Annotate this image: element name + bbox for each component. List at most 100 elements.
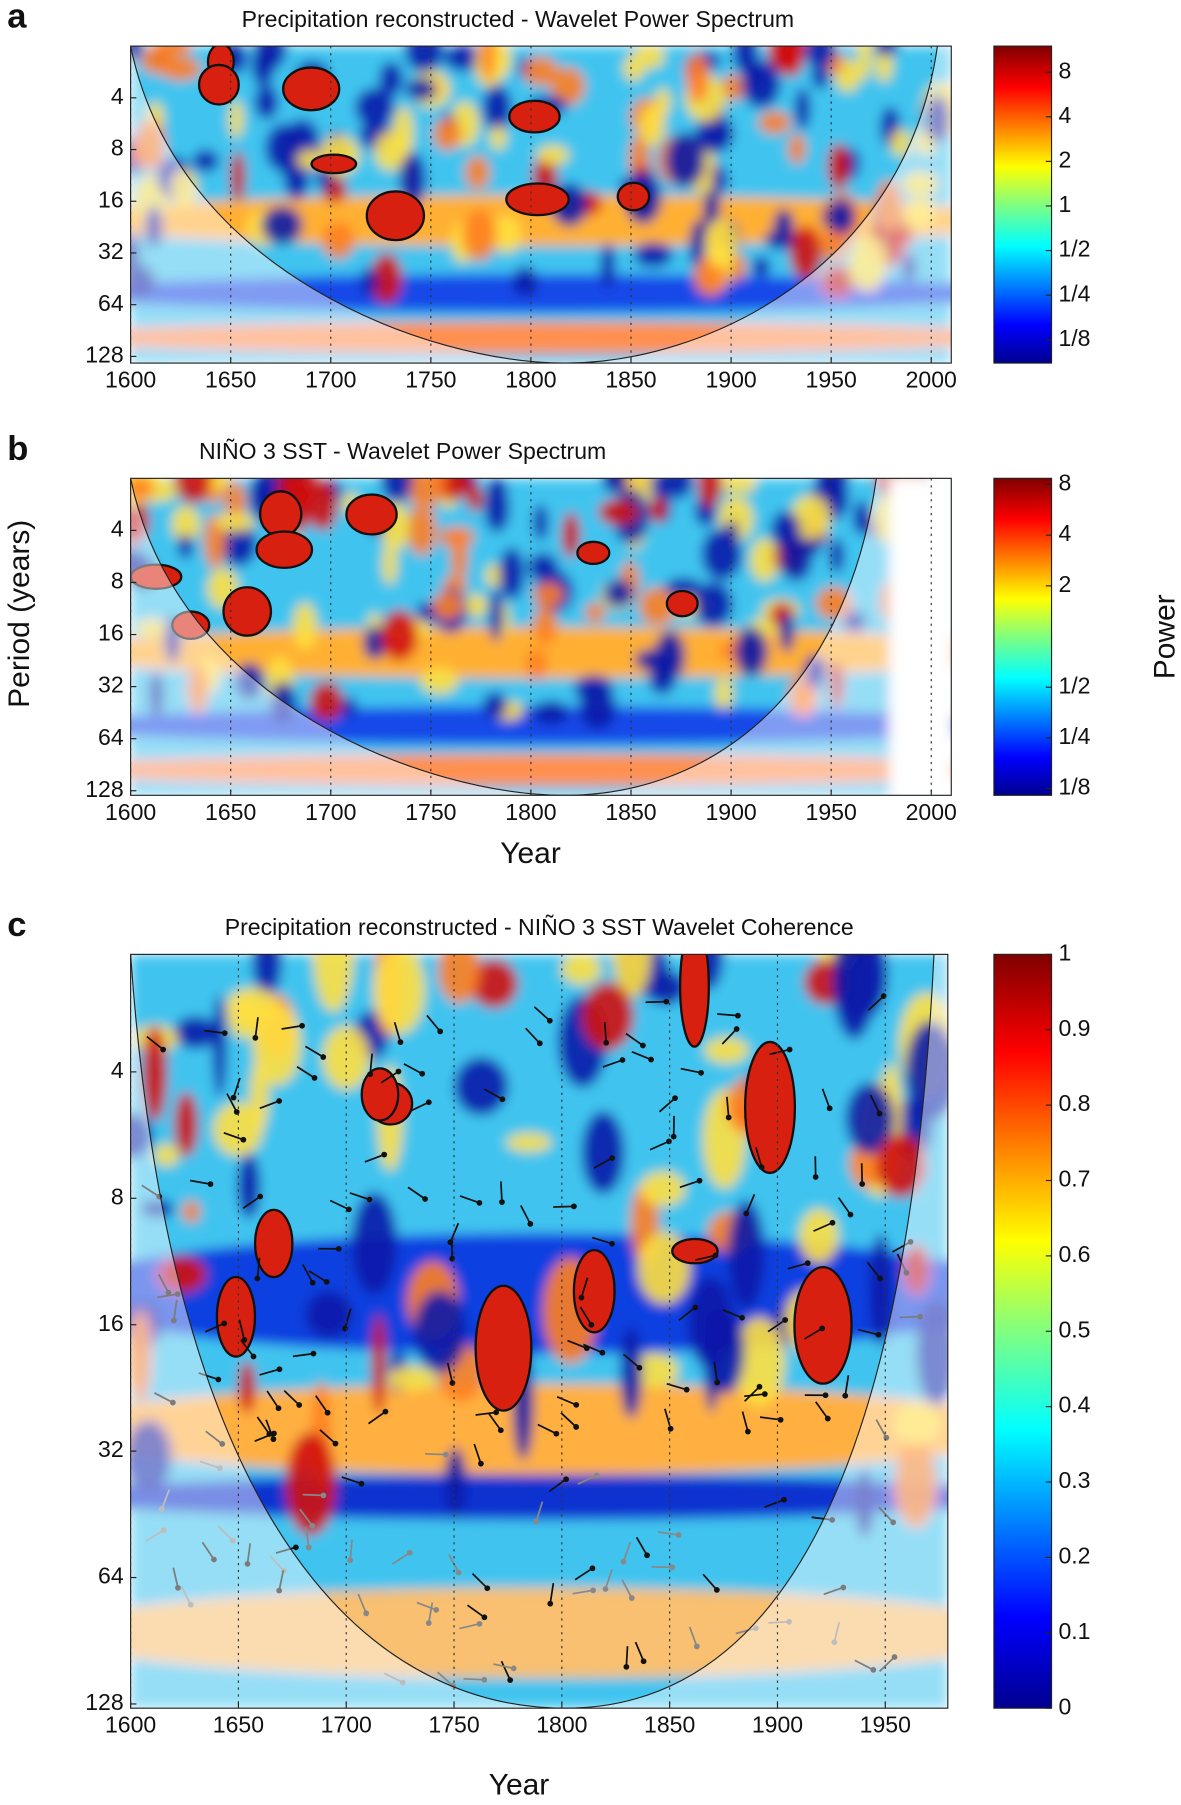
heatmap-blob: [252, 954, 282, 996]
phase-arrow: [567, 1339, 588, 1349]
phase-arrow: [315, 1395, 329, 1414]
phase-arrow-head: [250, 1353, 257, 1360]
phase-arrow-head: [187, 1601, 194, 1608]
phase-arrow: [357, 1593, 368, 1614]
x-tick-label: 1650: [213, 1712, 264, 1738]
significance-contour: [576, 540, 611, 566]
phase-arrow-head: [693, 1643, 700, 1650]
phase-arrow: [319, 1429, 337, 1445]
phase-arrow: [625, 1032, 644, 1047]
heatmap-blob: [212, 994, 227, 1098]
phase-arrow: [299, 1508, 313, 1527]
heatmap-blob: [894, 1438, 937, 1528]
phase-arrow-head: [216, 1465, 223, 1472]
x-tick-label: 1700: [321, 1712, 372, 1738]
heatmap-blob: [598, 498, 639, 526]
x-tick-label: 1900: [705, 367, 756, 393]
heatmap-blob: [130, 478, 154, 501]
colorbar-tick-label: 8: [1058, 57, 1071, 83]
phase-arrow: [154, 1392, 174, 1404]
heatmap-blob: [381, 478, 413, 504]
heatmap-blob: [450, 531, 468, 581]
heatmap-blob: [405, 46, 444, 73]
x-tick-label: 1850: [644, 1712, 695, 1738]
phase-arrow: [459, 1622, 480, 1630]
phase-arrow-head: [342, 1325, 348, 1332]
phase-arrow: [878, 1656, 896, 1672]
heatmap-blob: [639, 586, 677, 626]
heatmap-blob: [465, 155, 490, 190]
phase-arrow: [813, 1221, 833, 1232]
phase-arrow: [678, 1306, 696, 1321]
heatmap-blob: [363, 626, 387, 660]
significance-contour: [345, 493, 398, 536]
phase-arrow: [259, 1368, 280, 1376]
heatmap-blob: [374, 131, 406, 171]
heatmap-blob: [639, 1171, 686, 1207]
phase-arrow-head: [397, 1039, 404, 1046]
heatmap-blob: [130, 264, 156, 299]
heatmap-blob: [600, 242, 616, 289]
phase-arrow-head: [590, 1587, 596, 1594]
phase-arrow-head: [777, 1416, 784, 1423]
colorbar-tick-label: 0.2: [1058, 1543, 1090, 1569]
y-tick-label: 64: [98, 724, 124, 750]
phase-arrow: [488, 1412, 502, 1431]
heatmap-blob: [174, 1091, 199, 1157]
x-tick-label: 2000: [906, 367, 957, 393]
colorbar-tick-label: 1/4: [1058, 723, 1090, 749]
phase-arrow-head: [824, 1415, 831, 1422]
significance-contour: [255, 530, 314, 570]
heatmap-blob: [181, 1200, 201, 1223]
phase-arrow: [577, 1474, 598, 1485]
phase-arrow: [821, 1088, 831, 1109]
significance-contour: [253, 1208, 294, 1279]
heatmap-blob: [419, 667, 459, 695]
phase-arrow-head: [276, 1098, 283, 1104]
significance-contour: [474, 1284, 533, 1412]
phase-arrow-head: [399, 1679, 406, 1686]
heatmap-blob: [733, 1317, 785, 1407]
x-tick-label: 1700: [305, 367, 356, 393]
phase-arrow-head: [602, 1586, 609, 1592]
phase-arrow: [269, 1554, 285, 1572]
heatmap-blob: [695, 114, 734, 154]
significance-contour: [310, 153, 358, 175]
phase-arrow: [548, 1478, 567, 1493]
phase-arrow: [769, 1048, 790, 1056]
heatmap-blob: [480, 46, 496, 82]
heatmap-blob: [252, 1003, 302, 1086]
phase-arrow: [368, 1410, 386, 1425]
heatmap-blob: [237, 1153, 261, 1219]
significance-contour: [215, 1275, 257, 1358]
phase-arrow-head: [367, 1071, 374, 1078]
phase-arrow-head: [578, 1294, 585, 1301]
phase-arrow: [266, 1390, 280, 1409]
heatmap-blob: [803, 654, 825, 692]
x-tick-label: 1950: [806, 367, 857, 393]
heatmap-blob: [387, 1365, 437, 1391]
phase-arrow-head: [876, 1110, 883, 1117]
heatmap-blob: [533, 582, 564, 608]
phase-arrow: [899, 1315, 921, 1319]
colorbar: [993, 953, 1053, 1709]
phase-arrow: [621, 1579, 633, 1599]
phase-arrow-head: [476, 1199, 483, 1206]
x-axis-label: Year: [500, 837, 561, 870]
phase-arrow-head: [320, 1054, 327, 1060]
heatmap-blob: [351, 1192, 398, 1295]
heatmap-blob: [171, 505, 200, 544]
phase-arrow-head: [455, 1569, 462, 1576]
phase-arrow-head: [310, 1350, 317, 1357]
phase-arrow: [602, 1059, 623, 1068]
phase-arrow-head: [903, 1269, 910, 1276]
significance-contour: [671, 1237, 719, 1265]
colorbar-tick-label: 0: [1058, 1693, 1071, 1719]
heatmap-blob: [612, 954, 652, 998]
phase-arrow: [803, 1327, 823, 1340]
phase-arrow-head: [323, 1278, 330, 1285]
phase-arrow: [837, 1197, 852, 1216]
phase-arrow-head: [419, 1070, 426, 1077]
heatmap-blob: [454, 1057, 509, 1116]
phase-arrow-head: [363, 1610, 370, 1617]
